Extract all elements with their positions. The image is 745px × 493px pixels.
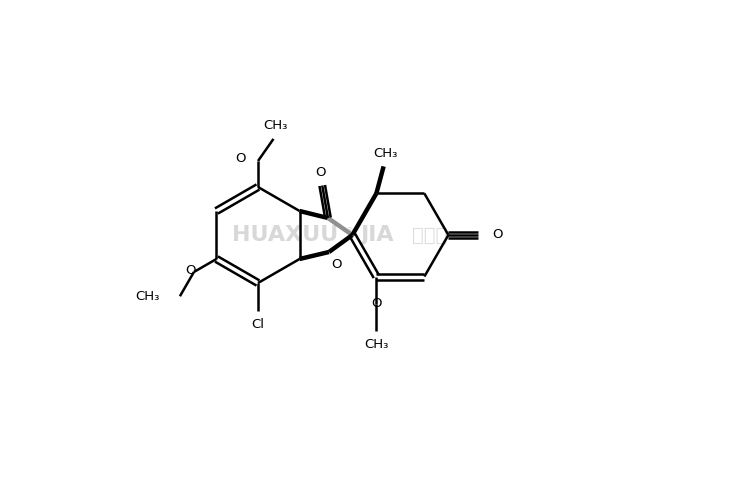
Text: ®: ® [345,227,355,237]
Text: O: O [235,152,246,166]
Text: Cl: Cl [252,318,264,331]
Text: JIA: JIA [360,225,393,245]
Text: O: O [186,263,196,277]
Text: CH₃: CH₃ [364,338,389,351]
Text: CH₃: CH₃ [263,119,288,133]
Text: HUAXUU: HUAXUU [232,225,338,245]
Text: O: O [315,166,326,179]
Text: O: O [332,257,342,271]
Text: O: O [371,297,381,310]
Text: CH₃: CH₃ [373,147,398,160]
Text: 化学加: 化学加 [413,225,448,245]
Text: O: O [492,227,503,241]
Text: CH₃: CH₃ [136,290,160,303]
